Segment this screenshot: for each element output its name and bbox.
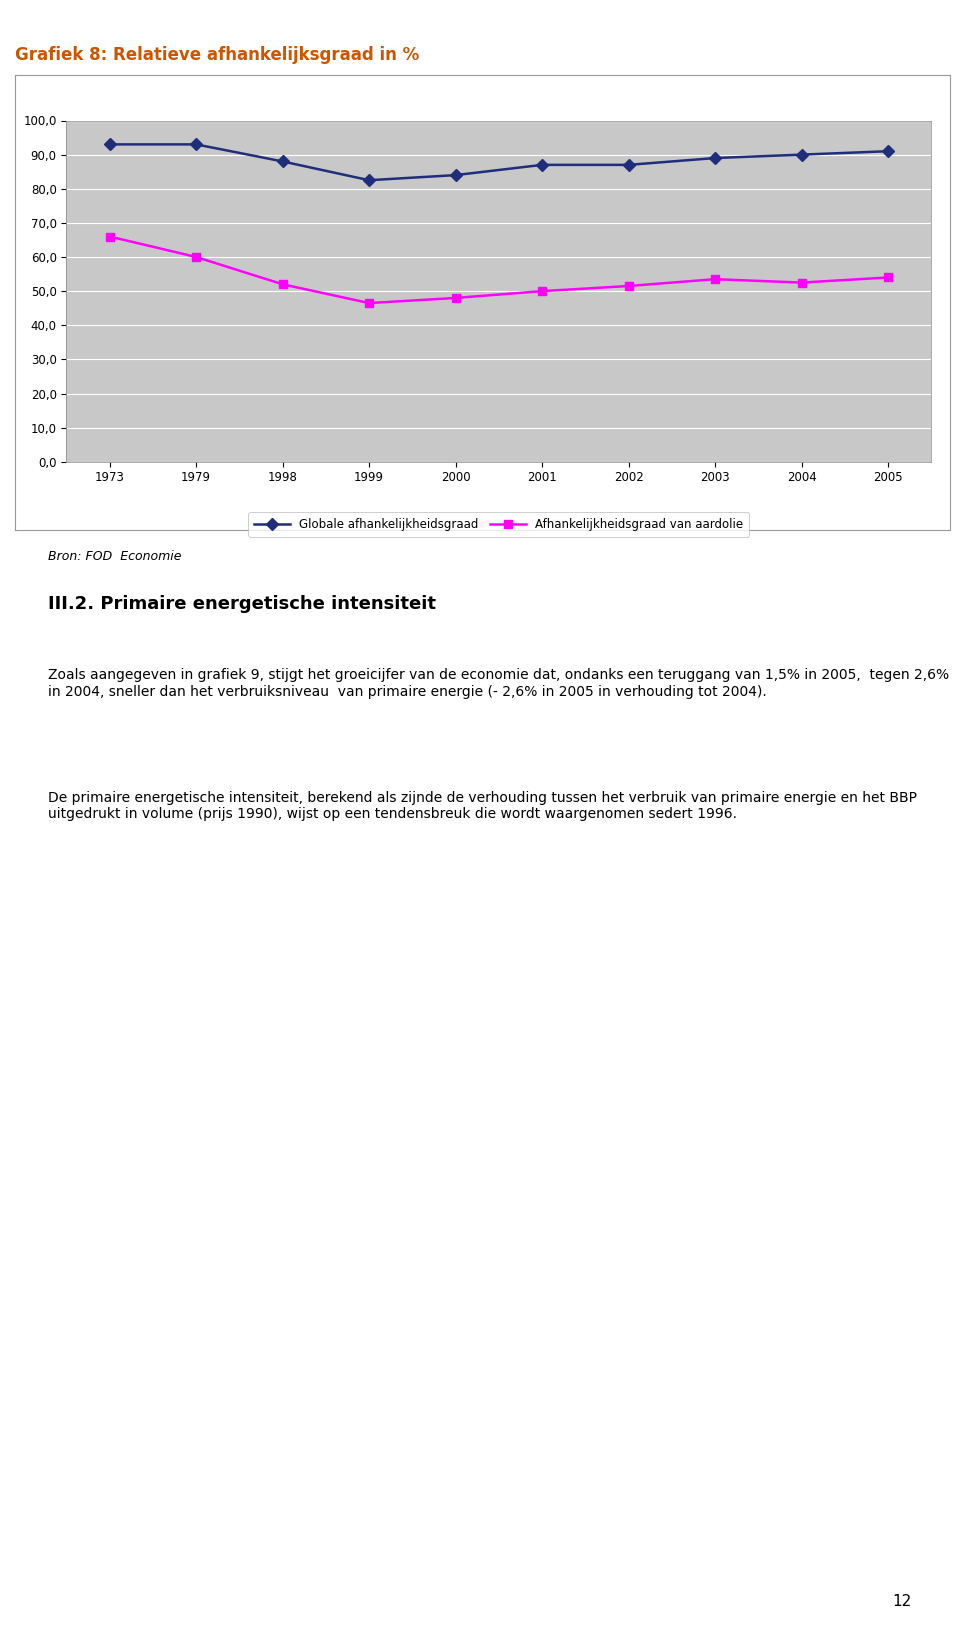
- Text: Bron: FOD  Economie: Bron: FOD Economie: [48, 549, 181, 562]
- Legend: Globale afhankelijkheidsgraad, Afhankelijkheidsgraad van aardolie: Globale afhankelijkheidsgraad, Afhankeli…: [249, 512, 749, 538]
- Text: 12: 12: [893, 1595, 912, 1609]
- Text: Zoals aangegeven in grafiek 9, stijgt het groeicijfer van de economie dat, ondan: Zoals aangegeven in grafiek 9, stijgt he…: [48, 668, 949, 699]
- Text: Grafiek 8: Relatieve afhankelijksgraad in %: Grafiek 8: Relatieve afhankelijksgraad i…: [15, 46, 420, 64]
- Text: De primaire energetische intensiteit, berekend als zijnde de verhouding tussen h: De primaire energetische intensiteit, be…: [48, 790, 917, 821]
- Text: III.2. Primaire energetische intensiteit: III.2. Primaire energetische intensiteit: [48, 595, 436, 613]
